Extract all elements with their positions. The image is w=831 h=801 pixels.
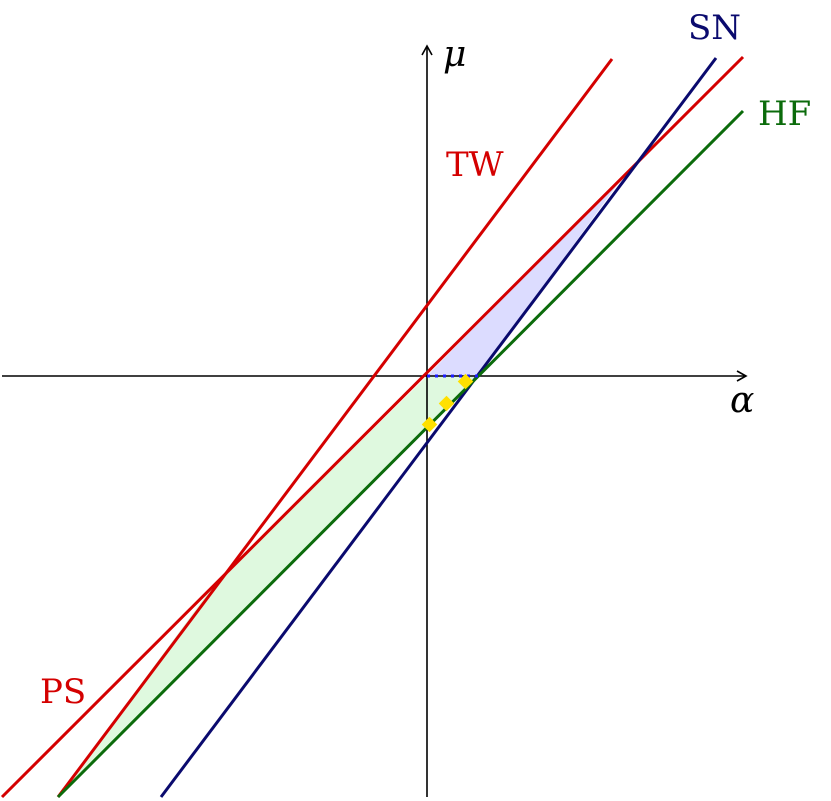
tw-curve	[56, 58, 614, 798]
sn-curve	[159, 57, 718, 798]
ps-label: PS	[40, 672, 86, 712]
y-axis-label: μ	[443, 34, 466, 75]
ps-curve	[0, 55, 745, 799]
hf-curve	[56, 109, 745, 799]
hf-label: HF	[758, 94, 811, 134]
tw-label: TW	[446, 145, 504, 185]
x-axis-label: α	[730, 380, 754, 421]
sn-label: SN	[688, 8, 741, 48]
